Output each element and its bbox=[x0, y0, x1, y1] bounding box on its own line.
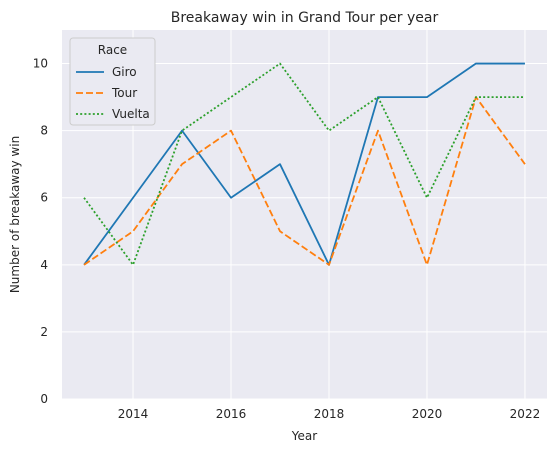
y-tick-label: 10 bbox=[33, 57, 48, 71]
legend-entry-label: Vuelta bbox=[112, 107, 150, 121]
legend-title: Race bbox=[98, 43, 127, 57]
y-axis-label: Number of breakaway win bbox=[8, 136, 22, 293]
x-tick-label: 2020 bbox=[412, 407, 443, 421]
legend: Race Giro Tour Vuelta bbox=[69, 37, 156, 126]
chart-title: Breakaway win in Grand Tour per year bbox=[171, 10, 439, 26]
x-tick-label: 2016 bbox=[216, 407, 247, 421]
grid-lines bbox=[62, 30, 547, 400]
legend-box bbox=[69, 37, 156, 126]
y-tick-label: 8 bbox=[40, 124, 48, 138]
x-axis-label: Year bbox=[291, 429, 317, 443]
x-axis-ticks: 2014 2016 2018 2020 2022 bbox=[118, 407, 540, 421]
legend-entry-label: Tour bbox=[111, 86, 137, 100]
series-line-giro bbox=[83, 62, 525, 266]
x-tick-label: 2022 bbox=[510, 407, 541, 421]
series-layer bbox=[83, 62, 526, 266]
y-tick-label: 4 bbox=[40, 258, 48, 272]
y-tick-label: 0 bbox=[40, 392, 48, 406]
x-tick-label: 2018 bbox=[314, 407, 345, 421]
series-line-tour bbox=[83, 96, 526, 266]
y-axis-ticks: 0 2 4 6 8 10 bbox=[33, 57, 48, 406]
legend-entry-label: Giro bbox=[112, 65, 137, 79]
y-tick-label: 6 bbox=[40, 191, 48, 205]
x-tick-label: 2014 bbox=[118, 407, 149, 421]
y-tick-label: 2 bbox=[40, 325, 48, 339]
